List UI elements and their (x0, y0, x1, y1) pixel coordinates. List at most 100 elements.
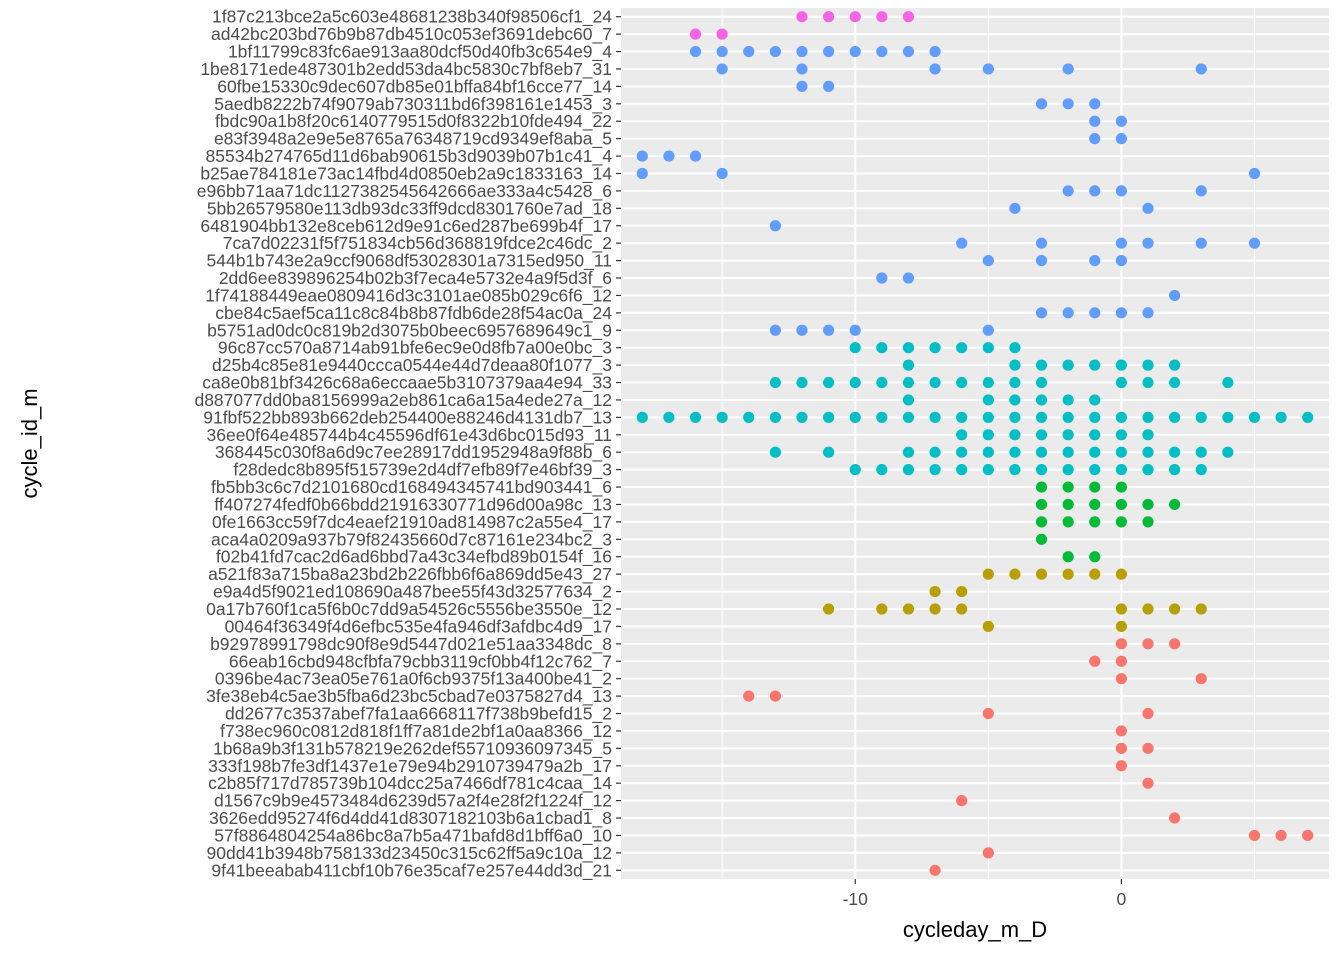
data-point (716, 45, 728, 58)
data-point (823, 411, 835, 423)
data-point (1062, 98, 1074, 110)
data-point (743, 411, 755, 423)
data-point (1142, 359, 1154, 371)
y-tick-label: 0fe1663cc59f7dc4eaef21910ad814987c2a55e4… (212, 512, 612, 533)
data-point (1062, 446, 1074, 458)
data-point (716, 411, 728, 423)
data-point (956, 446, 968, 458)
y-tick-label: cbe84c5aef5ca11c8c84b8b87fdb6de28f54ac0a… (215, 303, 612, 324)
data-point (1009, 376, 1021, 389)
y-tick-label: b5751ad0dc0c819b2d3075b0beec6957689649c1… (207, 320, 612, 341)
x-axis: -10 0 (843, 879, 1127, 909)
data-point (956, 237, 968, 249)
data-points (636, 11, 1314, 876)
y-tick-label: b25ae784181e73ac14fbd4d0850eb2a9c1833163… (200, 163, 612, 184)
data-point (1062, 568, 1074, 580)
data-point (929, 585, 941, 598)
data-point (716, 28, 728, 40)
data-point (1142, 307, 1154, 319)
data-point (1142, 429, 1154, 441)
data-point (769, 45, 781, 58)
data-point (1142, 411, 1154, 423)
data-point (1062, 185, 1074, 197)
data-point (1195, 603, 1207, 615)
data-point (982, 394, 994, 406)
data-point (1089, 568, 1101, 580)
data-point (1009, 342, 1021, 354)
y-tick-label: 36ee0f64e485744b4c45596df61e43d6bc015d93… (207, 425, 613, 446)
y-tick-label: d1567c9b9e4573484d6239d57a2f4e28f2f1224f… (214, 791, 612, 812)
data-point (1062, 63, 1074, 75)
data-point (796, 45, 808, 58)
data-point (743, 45, 755, 58)
y-tick-label: 3626edd95274f6d4dd41d8307182103b6a1cbad1… (209, 808, 612, 829)
data-point (1115, 620, 1127, 633)
data-point (929, 411, 941, 423)
data-point (1115, 359, 1127, 371)
y-tick-label: 60fbe15330c9dec607db85e01bffa84bf16cce77… (217, 76, 612, 97)
data-point (902, 603, 915, 615)
data-point (689, 411, 702, 423)
data-point (929, 45, 941, 58)
y-tick-label: ca8e0b81bf3426c68a6eccaae5b3107379aa4e94… (202, 373, 612, 394)
y-tick-label: ff407274fedf0b66bdd21916330771d96d00a98c… (214, 494, 612, 515)
data-point (1009, 359, 1021, 371)
data-point (982, 429, 994, 441)
y-tick-label: aca4a0209a937b79f82435660d7c87161e234bc2… (211, 529, 612, 550)
data-point (876, 45, 888, 58)
data-point (1195, 464, 1207, 476)
data-point (1009, 411, 1021, 423)
data-point (1115, 254, 1127, 267)
data-point (902, 45, 915, 58)
data-point (1115, 638, 1127, 650)
data-point (1222, 446, 1234, 458)
data-point (1035, 568, 1048, 580)
data-point (1115, 516, 1127, 528)
data-point (1195, 411, 1207, 423)
data-point (769, 324, 781, 336)
data-point (823, 446, 835, 458)
data-point (1115, 307, 1127, 319)
y-tick-label: d887077dd0ba8156999a2eb861ca6a15a4ede27a… (194, 390, 612, 411)
data-point (902, 376, 915, 389)
data-point (956, 376, 968, 389)
data-point (1142, 464, 1154, 476)
data-point (1089, 551, 1101, 563)
data-point (876, 411, 888, 423)
data-point (1115, 498, 1127, 511)
y-axis: 1f87c213bce2a5c603e48681238b340f98506cf1… (194, 7, 621, 881)
data-point (902, 411, 915, 423)
data-point (876, 376, 888, 389)
data-point (929, 63, 941, 75)
y-tick-label: 1b68a9b3f131b578219e262def55710936097345… (213, 738, 612, 759)
data-point (929, 446, 941, 458)
data-point (1035, 533, 1048, 545)
y-tick-label: 66eab16cbd948cfbfa79cbb3119cf0bb4f12c762… (229, 651, 612, 672)
y-tick-label: c2b85f717d785739b104dcc25a7466df781c4caa… (208, 773, 612, 794)
data-point (823, 324, 835, 336)
y-tick-label: 1be8171ede487301b2edd53da4bc5830c7bf8eb7… (200, 59, 612, 80)
data-point (1035, 376, 1048, 389)
data-point (1195, 446, 1207, 458)
data-point (1142, 498, 1154, 511)
data-point (1062, 551, 1074, 563)
data-point (929, 464, 941, 476)
x-tick-label: 0 (1117, 889, 1127, 909)
data-point (1115, 464, 1127, 476)
y-tick-label: 1f87c213bce2a5c603e48681238b340f98506cf1… (212, 7, 612, 28)
data-point (1035, 498, 1048, 511)
data-point (1115, 133, 1127, 145)
data-point (1115, 376, 1127, 389)
data-point (796, 411, 808, 423)
data-point (929, 376, 941, 389)
data-point (1115, 725, 1127, 737)
data-point (743, 690, 755, 702)
data-point (1089, 254, 1101, 267)
data-point (849, 324, 861, 336)
data-point (1142, 446, 1154, 458)
data-point (1115, 673, 1127, 685)
data-point (849, 376, 861, 389)
data-point (956, 603, 968, 615)
data-point (1089, 411, 1101, 423)
data-point (902, 342, 915, 354)
